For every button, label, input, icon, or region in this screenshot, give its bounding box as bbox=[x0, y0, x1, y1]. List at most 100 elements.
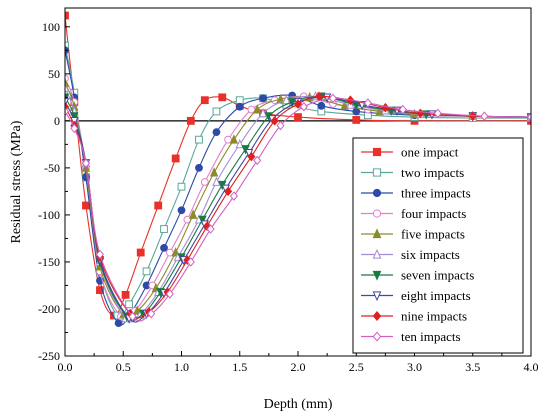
y-tick-label: -250 bbox=[38, 349, 60, 363]
legend-item: nine impacts bbox=[361, 309, 467, 324]
data-point-marker bbox=[212, 176, 221, 186]
series-three-impacts bbox=[65, 46, 531, 327]
data-point-marker bbox=[160, 225, 168, 233]
legend-item: two impacts bbox=[361, 165, 464, 180]
data-point-marker bbox=[128, 311, 137, 322]
data-point-marker bbox=[65, 82, 70, 92]
data-point-marker bbox=[322, 93, 332, 103]
data-point-marker bbox=[375, 106, 384, 116]
legend-item: seven impacts bbox=[361, 268, 474, 283]
data-point-marker bbox=[224, 186, 233, 197]
data-point-marker bbox=[114, 319, 123, 327]
data-point-marker bbox=[372, 248, 382, 259]
data-point-marker bbox=[276, 120, 285, 131]
data-point-marker bbox=[352, 116, 361, 124]
x-tick-label: 0.5 bbox=[116, 360, 131, 374]
data-point-marker bbox=[294, 113, 302, 122]
y-tick-label: -50 bbox=[44, 161, 60, 175]
data-point-marker bbox=[186, 116, 195, 125]
plot-area bbox=[65, 11, 531, 327]
data-point-marker bbox=[229, 134, 239, 144]
data-point-marker bbox=[121, 290, 130, 299]
data-point-marker bbox=[235, 102, 244, 111]
data-point-marker bbox=[154, 201, 163, 210]
data-point-marker bbox=[65, 11, 69, 20]
data-point-marker bbox=[195, 163, 203, 172]
data-point-marker bbox=[340, 100, 349, 110]
data-point-marker bbox=[247, 151, 256, 162]
x-axis-title: Depth (mm) bbox=[264, 397, 333, 412]
data-point-marker bbox=[218, 93, 227, 102]
x-tick-label: 3.0 bbox=[407, 360, 422, 374]
data-point-marker bbox=[328, 93, 338, 104]
data-point-marker bbox=[299, 101, 308, 112]
data-point-marker bbox=[293, 99, 303, 109]
data-point-marker bbox=[136, 248, 145, 257]
x-tick-label: 1.5 bbox=[232, 360, 247, 374]
data-point-marker bbox=[142, 267, 151, 276]
data-point-marker bbox=[372, 188, 382, 198]
data-point-marker bbox=[282, 94, 291, 105]
data-point-marker bbox=[372, 270, 382, 281]
legend-item: three impacts bbox=[361, 186, 471, 201]
legend-label: seven impacts bbox=[401, 268, 474, 283]
y-axis-title: Residual stress (MPa) bbox=[9, 120, 24, 243]
data-point-marker bbox=[212, 107, 221, 116]
x-tick-label: 4.0 bbox=[524, 360, 539, 374]
x-tick-label: 1.0 bbox=[174, 360, 189, 374]
data-point-marker bbox=[270, 116, 279, 126]
y-tick-label: -200 bbox=[38, 302, 60, 316]
legend-item: one impact bbox=[361, 145, 459, 160]
data-point-marker bbox=[188, 209, 198, 219]
data-point-marker bbox=[253, 155, 262, 166]
x-tick-label: 0.0 bbox=[58, 360, 73, 374]
x-tick-label: 3.5 bbox=[465, 360, 480, 374]
data-point-marker bbox=[200, 96, 209, 105]
legend-item: ten impacts bbox=[361, 329, 461, 344]
data-point-marker bbox=[95, 249, 105, 260]
data-point-marker bbox=[147, 308, 156, 319]
legend-item: five impacts bbox=[361, 227, 465, 242]
data-point-marker bbox=[480, 111, 489, 121]
data-point-marker bbox=[65, 106, 70, 117]
data-point-marker bbox=[198, 215, 207, 226]
data-point-marker bbox=[372, 311, 382, 321]
data-point-marker bbox=[186, 257, 195, 267]
data-point-marker bbox=[259, 94, 267, 103]
legend-label: one impact bbox=[401, 145, 459, 160]
data-point-marker bbox=[372, 209, 382, 218]
data-point-marker bbox=[125, 300, 133, 309]
legend-item: six impacts bbox=[361, 247, 460, 262]
data-point-marker bbox=[372, 331, 382, 342]
data-point-marker bbox=[229, 191, 238, 201]
data-point-marker bbox=[209, 167, 219, 177]
data-point-marker bbox=[372, 168, 382, 177]
legend-box bbox=[352, 137, 524, 354]
data-point-marker bbox=[177, 182, 186, 191]
data-point-marker bbox=[258, 107, 268, 118]
data-point-marker bbox=[171, 154, 180, 163]
data-point-marker bbox=[372, 147, 382, 157]
legend-label: nine impacts bbox=[401, 309, 467, 324]
data-point-marker bbox=[81, 158, 91, 168]
data-point-marker bbox=[288, 98, 297, 108]
legend-label: six impacts bbox=[401, 247, 460, 262]
data-point-marker bbox=[363, 98, 372, 108]
data-point-marker bbox=[433, 108, 442, 119]
data-point-marker bbox=[398, 104, 407, 115]
legend-label: four impacts bbox=[401, 206, 466, 221]
legend-label: three impacts bbox=[401, 186, 471, 201]
legend-item: four impacts bbox=[361, 206, 466, 221]
data-point-marker bbox=[235, 96, 244, 105]
y-tick-label: 0 bbox=[54, 114, 60, 128]
data-point-marker bbox=[160, 243, 168, 252]
legend-label: ten impacts bbox=[401, 329, 461, 344]
data-point-marker bbox=[372, 291, 382, 302]
data-point-marker bbox=[96, 286, 104, 295]
legend-label: two impacts bbox=[401, 165, 464, 180]
legend-item: eight impacts bbox=[361, 288, 471, 303]
x-tick-label: 2.5 bbox=[349, 360, 364, 374]
data-point-marker bbox=[177, 206, 186, 215]
data-point-marker bbox=[206, 224, 215, 234]
